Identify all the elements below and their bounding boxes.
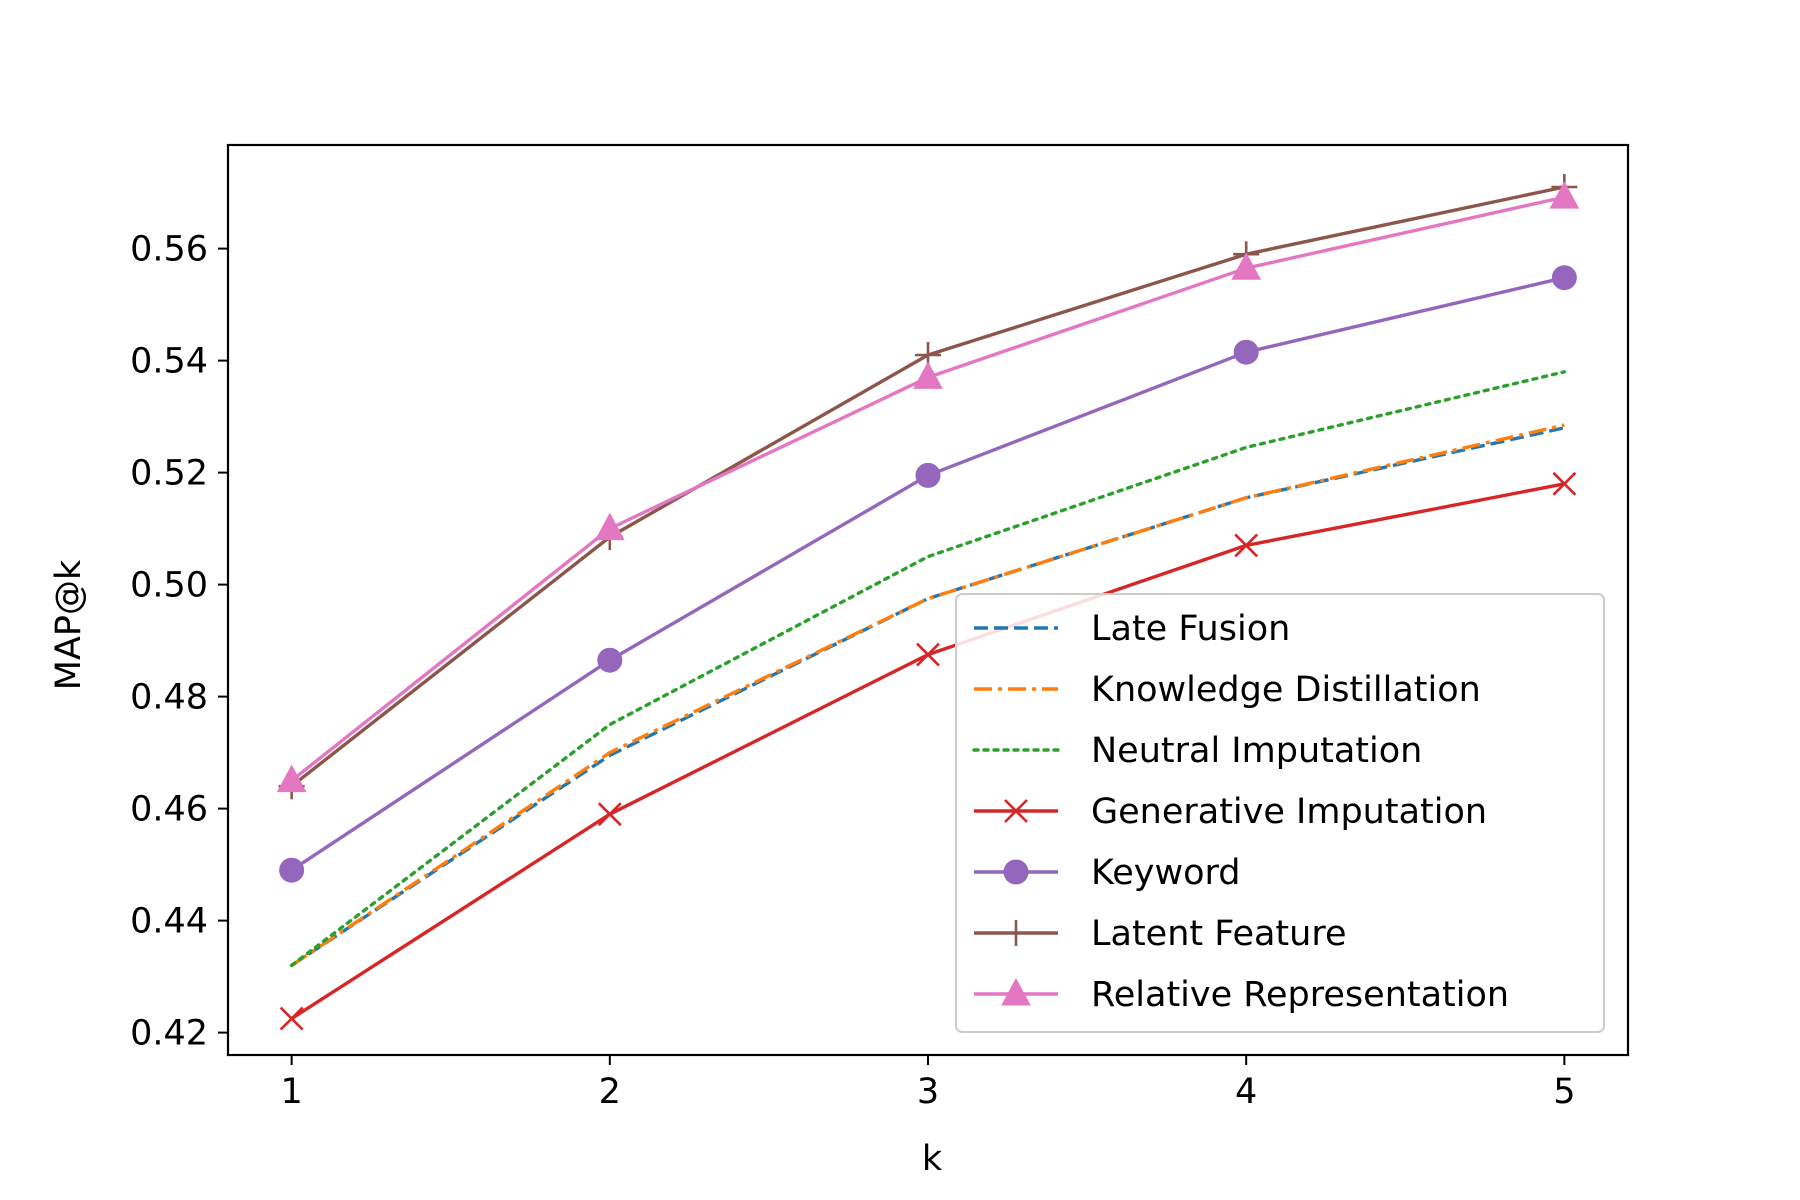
series-3 [279, 471, 1577, 1031]
x-tick-label: 3 [917, 1072, 939, 1112]
x-tick-label: 5 [1553, 1072, 1575, 1112]
legend-entry-4: Keyword [974, 853, 1241, 893]
data-point [916, 642, 940, 667]
y-tick-label: 0.54 [130, 342, 208, 382]
legend-label: Keyword [1091, 853, 1241, 893]
x-tick-label: 2 [599, 1072, 621, 1112]
x-tick-label: 4 [1235, 1072, 1257, 1112]
data-point [597, 647, 623, 673]
legend-label: Generative Imputation [1091, 792, 1487, 832]
legend-label: Late Fusion [1091, 609, 1290, 649]
y-tick-label: 0.48 [130, 678, 208, 718]
series-line [289, 370, 1567, 968]
data-point [594, 512, 625, 541]
data-point [1552, 471, 1577, 496]
legend-entry-0: Late Fusion [974, 609, 1290, 649]
data-point [279, 1006, 304, 1031]
legend-marker [1003, 920, 1029, 946]
data-point [1231, 252, 1262, 280]
series-2 [289, 370, 1567, 968]
data-point [1551, 265, 1577, 291]
legend: Late Fusion Knowledge Distillation Neutral… [955, 593, 1605, 1033]
legend-label: Neutral Imputation [1091, 731, 1422, 771]
legend-label: Latent Feature [1091, 914, 1347, 954]
series-4 [279, 265, 1577, 883]
legend-marker [1001, 977, 1031, 1006]
data-point [1549, 181, 1580, 209]
y-axis-label: MAP@k [49, 559, 89, 690]
axes-layer: 1 2 3 4 5 0.42 0.44 0.46 0.48 0.50 0.52 0.54 0.56 [130, 143, 1630, 1112]
series-6 [276, 181, 1580, 793]
y-tick-label: 0.52 [130, 454, 208, 494]
legend-entry-2: Neutral Imputation [972, 731, 1422, 771]
legend-entry-1: Knowledge Distillation [974, 670, 1481, 710]
data-point [279, 857, 305, 883]
series-1 [290, 423, 1565, 967]
y-tick-label: 0.46 [130, 790, 208, 830]
y-tick-label: 0.44 [130, 902, 208, 942]
y-tick-label: 0.56 [130, 230, 208, 270]
y-tick-label: 0.50 [130, 566, 208, 606]
data-point [597, 802, 622, 827]
legend-entry-3: Generative Imputation [974, 792, 1487, 832]
legend-label: Knowledge Distillation [1091, 670, 1481, 710]
series-line [290, 423, 1565, 967]
x-tick-label: 1 [280, 1072, 302, 1112]
data-point [1234, 533, 1259, 558]
legend-marker [1004, 799, 1028, 823]
series-layer [276, 174, 1580, 1031]
y-tick-label: 0.42 [130, 1014, 208, 1054]
x-axis-label: k [922, 1139, 943, 1179]
data-point [915, 462, 941, 488]
legend-label: Relative Representation [1091, 975, 1509, 1015]
legend-entry-5: Latent Feature [974, 914, 1347, 954]
legend-box [955, 593, 1605, 1033]
data-point [276, 764, 307, 793]
data-point [913, 361, 943, 389]
data-point [1233, 339, 1259, 365]
legend-marker [1003, 859, 1029, 885]
legend-entry-6: Relative Representation [974, 975, 1509, 1015]
